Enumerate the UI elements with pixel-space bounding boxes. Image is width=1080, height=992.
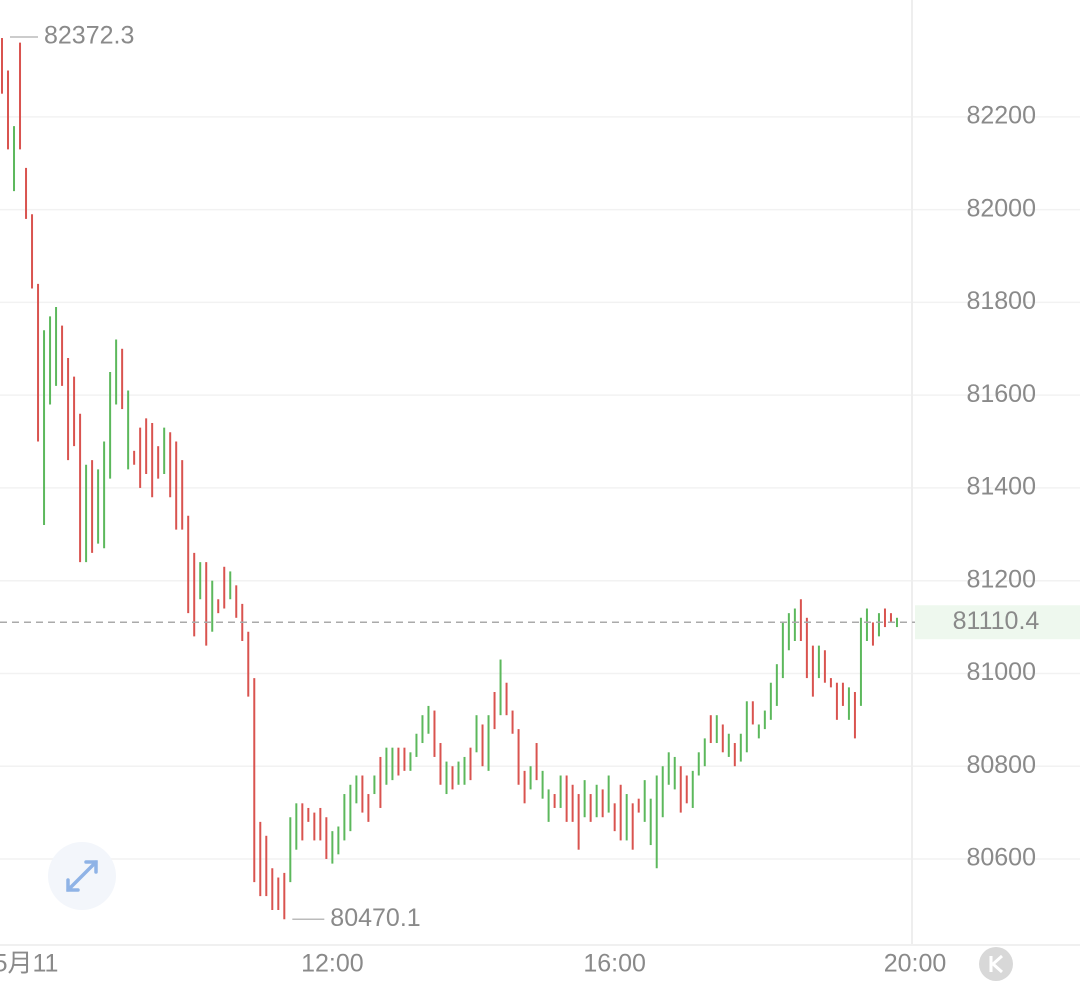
x-tick-label: 5月11 bbox=[0, 950, 58, 978]
y-tick-label: 81000 bbox=[966, 658, 1036, 686]
max-label: 82372.3 bbox=[44, 22, 134, 50]
y-tick-label: 80600 bbox=[966, 844, 1036, 872]
kline-button-bg[interactable] bbox=[979, 947, 1013, 981]
x-tick-label: 16:00 bbox=[583, 950, 646, 978]
y-tick-label: 81200 bbox=[966, 565, 1036, 593]
x-tick-label: 20:00 bbox=[884, 950, 947, 978]
y-tick-label: 80800 bbox=[966, 751, 1036, 779]
y-tick-label: 81800 bbox=[966, 287, 1036, 315]
last-price-bg bbox=[915, 605, 1080, 640]
expand-button[interactable] bbox=[48, 842, 116, 910]
y-tick-label: 82000 bbox=[966, 194, 1036, 222]
y-tick-label: 81400 bbox=[966, 473, 1036, 501]
last-price-label: 81110.4 bbox=[953, 607, 1040, 635]
expand-icon[interactable] bbox=[66, 860, 98, 892]
y-tick-label: 82200 bbox=[966, 101, 1036, 129]
kline-button[interactable] bbox=[979, 947, 1013, 981]
kline-icon[interactable] bbox=[989, 954, 1003, 974]
plot-layer: 80600 80800 81000 81200 81400 81600 81800 82000… bbox=[0, 22, 1080, 978]
min-label: 80470.1 bbox=[330, 904, 420, 932]
y-tick-label: 81600 bbox=[966, 380, 1036, 408]
x-tick-label: 12:00 bbox=[301, 950, 364, 978]
